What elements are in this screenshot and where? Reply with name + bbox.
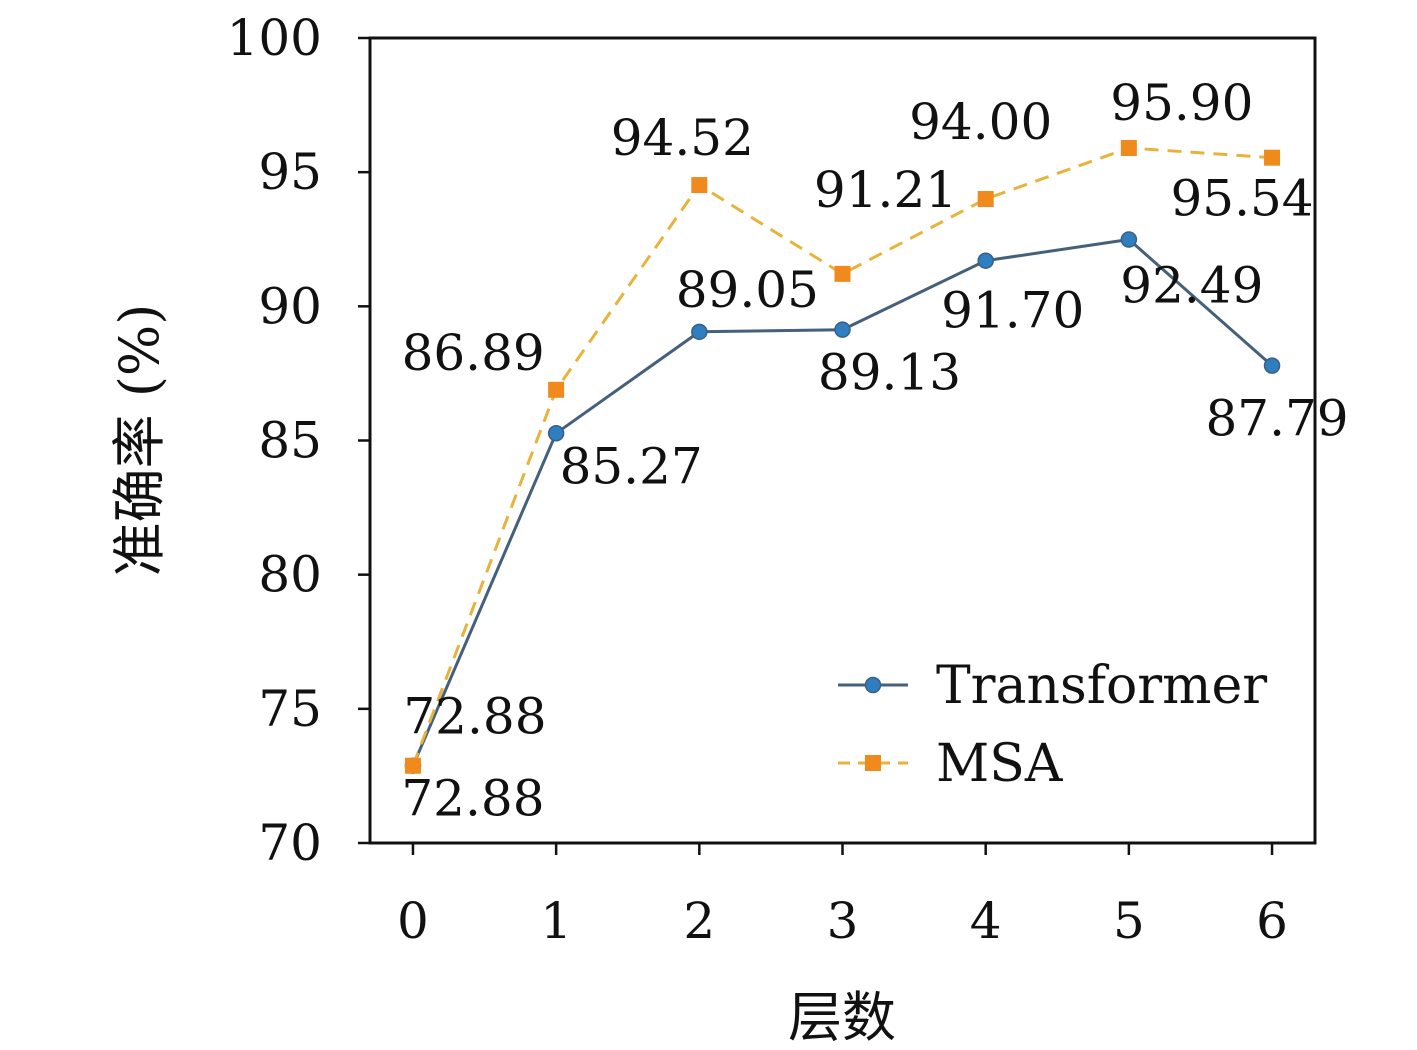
legend-transformer-marker (864, 676, 882, 694)
msa-point (1264, 149, 1281, 166)
msa-data-label: 95.90 (1110, 74, 1253, 132)
legend-msa-marker (865, 755, 881, 771)
msa-point (1120, 140, 1137, 157)
transformer-point (691, 323, 708, 341)
y-axis-label: 准确率 (%) (108, 304, 171, 577)
transformer-point (834, 321, 851, 338)
msa-point (548, 381, 565, 398)
axis-ticks: 0 1 2 3 4 5 6 70 75 80 85 90 95 100 (227, 9, 1288, 950)
msa-data-label: 72.88 (401, 770, 544, 828)
y-tick-label: 95 (258, 143, 322, 201)
msa-data-label: 86.89 (402, 324, 545, 382)
transformer-data-label: 85.27 (560, 437, 703, 495)
y-tick-label: 85 (258, 412, 322, 470)
x-axis-label: 层数 (788, 986, 896, 1049)
x-tick-label: 6 (1256, 892, 1288, 950)
legend-msa-label: MSA (936, 734, 1064, 794)
transformer-point (547, 425, 565, 442)
y-tick-label: 100 (227, 9, 322, 67)
transformer-point (1120, 231, 1138, 248)
msa-data-label: 94.52 (611, 109, 754, 167)
x-tick-label: 2 (683, 892, 715, 950)
msa-point (691, 177, 708, 194)
msa-point (404, 757, 421, 774)
msa-point (834, 265, 851, 282)
x-tick-label: 3 (827, 892, 859, 950)
msa-point (977, 191, 994, 207)
transformer-data-label: 91.70 (941, 282, 1084, 340)
x-tick-label: 0 (397, 892, 429, 950)
transformer-data-label: 92.49 (1120, 257, 1263, 315)
msa-data-label: 94.00 (909, 93, 1052, 151)
transformer-data-label: 72.88 (403, 688, 546, 746)
y-tick-label: 75 (258, 680, 322, 738)
y-tick-label: 90 (258, 277, 322, 335)
y-tick-label: 80 (258, 546, 322, 604)
series-markers (404, 140, 1281, 774)
transformer-point (977, 252, 994, 269)
msa-data-label: 91.21 (814, 161, 957, 219)
legend-transformer-label: Transformer (936, 656, 1267, 716)
x-tick-label: 1 (540, 892, 572, 950)
transformer-data-label: 89.05 (676, 261, 819, 319)
legend: Transformer MSA (838, 656, 1267, 794)
y-tick-label: 70 (258, 814, 322, 872)
x-tick-label: 5 (1113, 892, 1145, 950)
transformer-data-label: 87.79 (1205, 390, 1348, 448)
x-tick-label: 4 (970, 892, 1002, 950)
transformer-point (1263, 357, 1281, 374)
transformer-data-label: 89.13 (818, 344, 961, 402)
msa-data-label: 95.54 (1170, 170, 1313, 228)
